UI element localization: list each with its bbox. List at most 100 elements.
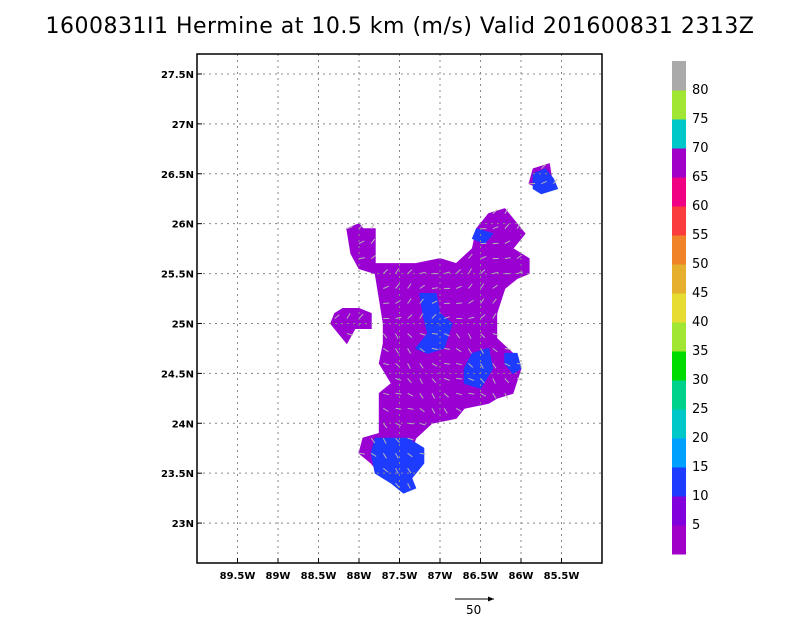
wind-vector xyxy=(382,333,388,339)
reference-vector: 50 xyxy=(455,596,494,617)
wind-vector xyxy=(480,314,486,319)
wind-vector xyxy=(383,362,390,366)
colorbar-swatch xyxy=(672,264,686,294)
wind-vector xyxy=(443,316,450,319)
field-region-5 xyxy=(463,347,494,389)
wind-vector xyxy=(407,314,413,319)
colorbar-label: 55 xyxy=(692,228,709,243)
wind-vector xyxy=(419,407,425,413)
wind-vector xyxy=(419,393,424,399)
wind-vector xyxy=(455,269,461,274)
wind-vector xyxy=(468,363,474,368)
wind-vector xyxy=(395,348,400,354)
colorbar-swatch xyxy=(672,380,686,410)
wind-vector xyxy=(516,362,523,365)
field-region-1 xyxy=(330,308,372,345)
colorbar-label: 30 xyxy=(692,373,709,388)
wind-vector xyxy=(395,437,401,443)
wind-vector xyxy=(407,407,414,410)
colorbar-label: 20 xyxy=(692,431,709,446)
wind-vector xyxy=(456,392,463,396)
wind-vector xyxy=(431,313,437,319)
wind-vector xyxy=(431,287,438,289)
wind-vector xyxy=(431,347,438,350)
wind-vector xyxy=(443,408,448,414)
x-tick-label: 86.5W xyxy=(463,571,499,582)
wind-vector xyxy=(492,347,498,353)
y-tick-label: 24.5N xyxy=(161,369,194,380)
x-tick-label: 85.5W xyxy=(544,571,580,582)
wind-vector xyxy=(480,269,486,274)
wind-vector xyxy=(407,269,413,274)
wind-vector xyxy=(431,300,438,304)
colorbar-label: 65 xyxy=(692,170,709,185)
wind-vector xyxy=(383,407,389,412)
wind-vector xyxy=(492,271,499,275)
wind-vector xyxy=(419,378,423,384)
y-axis: 23N 23.5N 24N 24.5N 25N 25.5N 26N 26.5N 27N 27.5N xyxy=(161,70,202,530)
wind-vector xyxy=(346,313,351,319)
wind-vector xyxy=(382,467,389,473)
wind-vector xyxy=(456,302,463,304)
wind-vector xyxy=(346,226,353,230)
wind-vector xyxy=(516,377,523,381)
colorbar: 5 10 15 20 25 30 35 40 45 50 55 60 65 70 75 80 xyxy=(672,61,709,555)
x-tick-label: 87.5W xyxy=(382,571,418,582)
wind-vector xyxy=(358,313,364,319)
wind-vector xyxy=(468,377,475,381)
wind-vector xyxy=(395,467,399,474)
wind-vector xyxy=(553,178,558,185)
wind-vector xyxy=(346,333,353,336)
colorbar-label: 50 xyxy=(692,257,709,272)
colorbar-swatch xyxy=(672,90,686,120)
wind-vector xyxy=(504,393,509,399)
wind-vector xyxy=(456,377,463,380)
wind-vector xyxy=(382,269,388,274)
colorbar-label: 35 xyxy=(692,344,709,359)
wind-vector xyxy=(395,316,402,319)
x-tick-label: 88.5W xyxy=(301,571,337,582)
x-tick-label: 87W xyxy=(428,571,453,582)
wind-vector xyxy=(541,180,547,185)
wind-vector xyxy=(395,377,402,381)
x-axis: 89.5W 89W 88.5W 88W 87.5W 87W 86.5W 86W 85.5W xyxy=(220,558,580,582)
wind-vector xyxy=(480,283,485,289)
y-tick-label: 23N xyxy=(172,519,194,530)
wind-vector xyxy=(334,314,340,319)
y-tick-label: 25N xyxy=(172,319,194,330)
wind-vector xyxy=(407,392,414,397)
wind-vector xyxy=(443,392,449,398)
colorbar-swatch xyxy=(672,119,686,149)
wind-vector xyxy=(480,363,484,369)
wind-vector xyxy=(443,333,450,337)
wind-vector xyxy=(419,313,424,319)
wind-vector xyxy=(444,347,451,350)
wind-vector xyxy=(419,452,426,455)
wind-vector xyxy=(492,363,497,369)
colorbar-label: 80 xyxy=(692,83,709,98)
wind-vector xyxy=(419,333,426,336)
wind-vector xyxy=(455,333,461,339)
wind-vector xyxy=(407,378,412,384)
wind-vector xyxy=(431,378,437,384)
wind-vector xyxy=(419,347,425,353)
wind-vector xyxy=(383,302,390,304)
field-region-6 xyxy=(532,168,559,195)
wind-vector xyxy=(467,333,472,340)
wind-vector xyxy=(504,378,510,384)
wind-vector xyxy=(382,437,387,444)
wind-vector xyxy=(383,285,389,289)
wind-vector xyxy=(407,452,413,458)
wind-vector xyxy=(383,347,389,353)
colorbar-swatch xyxy=(672,61,686,91)
colorbar-swatch xyxy=(672,351,686,381)
colorbar-swatch xyxy=(672,206,686,236)
wind-vector xyxy=(443,377,450,381)
colorbar-label: 60 xyxy=(692,199,709,214)
wind-vector xyxy=(516,254,523,260)
wind-vector xyxy=(455,347,462,353)
y-tick-label: 26.5N xyxy=(161,170,194,181)
wind-vector xyxy=(419,298,424,304)
wind-vector xyxy=(395,268,400,274)
wind-vector xyxy=(419,363,424,369)
